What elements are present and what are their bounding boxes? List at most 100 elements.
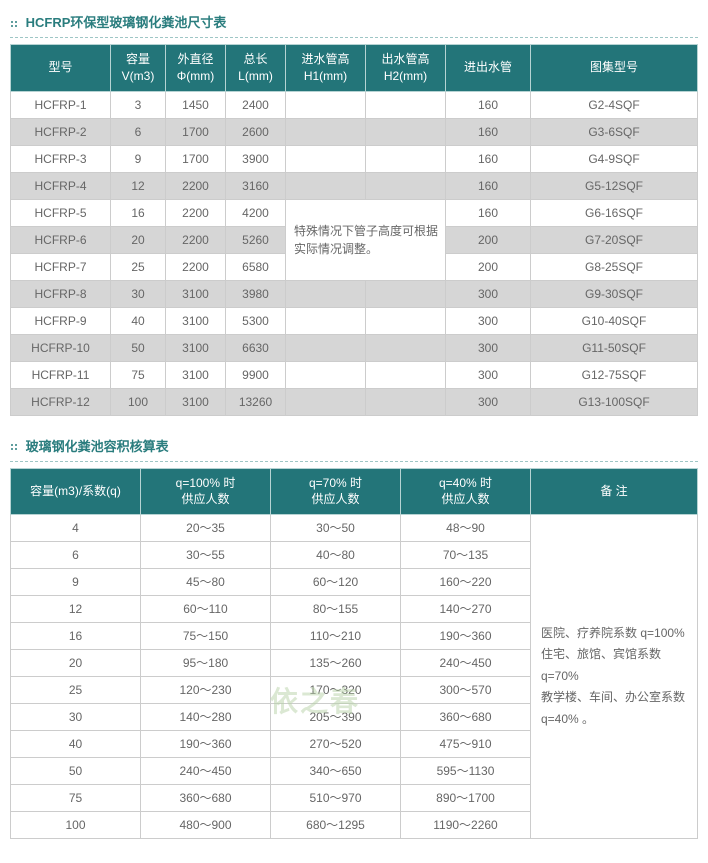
table-cell: 270～520 [271, 731, 401, 758]
table-cell: 100 [111, 388, 166, 415]
table-cell [286, 388, 366, 415]
table1-title-text: HCFRP环保型玻璃钢化粪池尺寸表 [26, 15, 227, 30]
table-cell: 20 [111, 226, 166, 253]
table-cell: 100 [11, 812, 141, 839]
table-row: HCFRP-94031005300300G10-40SQF [11, 307, 698, 334]
table-cell: G8-25SQF [531, 253, 698, 280]
table-cell: 12 [111, 172, 166, 199]
dot-icon [10, 443, 18, 451]
table-cell: G10-40SQF [531, 307, 698, 334]
table-cell: HCFRP-3 [11, 145, 111, 172]
table-cell: 5260 [226, 226, 286, 253]
table-cell [366, 172, 446, 199]
table-cell [286, 91, 366, 118]
table-cell: 40 [11, 731, 141, 758]
table-cell: 680～1295 [271, 812, 401, 839]
th-vol-coef: 容量(m3)/系数(q) [11, 468, 141, 515]
table-cell: 16 [11, 623, 141, 650]
table-cell: 9900 [226, 361, 286, 388]
table-cell [286, 334, 366, 361]
table-cell: 13260 [226, 388, 286, 415]
table-cell: 75～150 [141, 623, 271, 650]
table-cell: 4 [11, 515, 141, 542]
table-cell: 160 [446, 118, 531, 145]
table-cell: G2-4SQF [531, 91, 698, 118]
table-cell [286, 307, 366, 334]
table-cell: 3 [111, 91, 166, 118]
table-cell: 890～1700 [401, 785, 531, 812]
table-cell [286, 280, 366, 307]
table-cell: 75 [111, 361, 166, 388]
table-cell: G4-9SQF [531, 145, 698, 172]
table-cell: 25 [111, 253, 166, 280]
table-cell: 480～900 [141, 812, 271, 839]
table-cell: 70～135 [401, 542, 531, 569]
capacity-table: 容量(m3)/系数(q) q=100% 时供应人数 q=70% 时供应人数 q=… [10, 468, 698, 840]
table-cell [366, 280, 446, 307]
th-diameter: 外直径Φ(mm) [166, 45, 226, 92]
table-cell: 2200 [166, 199, 226, 226]
table-row: HCFRP-117531009900300G12-75SQF [11, 361, 698, 388]
table2-title-text: 玻璃钢化粪池容积核算表 [26, 439, 169, 454]
table-cell: 2200 [166, 172, 226, 199]
table-cell: HCFRP-12 [11, 388, 111, 415]
table-cell: HCFRP-10 [11, 334, 111, 361]
table-row: HCFRP-105031006630300G11-50SQF [11, 334, 698, 361]
table-cell: 45～80 [141, 569, 271, 596]
table-row: HCFRP-3917003900160G4-9SQF [11, 145, 698, 172]
table-cell: 6 [11, 542, 141, 569]
table-cell: 595～1130 [401, 758, 531, 785]
table-cell: 40～80 [271, 542, 401, 569]
table-cell: 240～450 [401, 650, 531, 677]
table-cell: 160～220 [401, 569, 531, 596]
table-cell: 205～390 [271, 704, 401, 731]
table-row: HCFRP-51622004200特殊情况下管子高度可根据实际情况调整。160G… [11, 199, 698, 226]
table-cell: 300 [446, 280, 531, 307]
table-cell: 240～450 [141, 758, 271, 785]
table1-header-row: 型号 容量V(m3) 外直径Φ(mm) 总长L(mm) 进水管高H1(mm) 出… [11, 45, 698, 92]
table-cell: G12-75SQF [531, 361, 698, 388]
dot-icon [10, 20, 18, 28]
table-cell: 1190～2260 [401, 812, 531, 839]
th-outlet-h: 出水管高H2(mm) [366, 45, 446, 92]
th-q70: q=70% 时供应人数 [271, 468, 401, 515]
note-cell: 医院、疗养院系数 q=100%住宅、旅馆、宾馆系数 q=70%教学楼、车间、办公… [531, 515, 698, 839]
table-cell: 50 [11, 758, 141, 785]
th-model: 型号 [11, 45, 111, 92]
table-cell [286, 145, 366, 172]
th-inlet-h: 进水管高H1(mm) [286, 45, 366, 92]
table-cell: 200 [446, 226, 531, 253]
table-cell: 95～180 [141, 650, 271, 677]
th-q40: q=40% 时供应人数 [401, 468, 531, 515]
table-cell: G3-6SQF [531, 118, 698, 145]
table-cell: HCFRP-11 [11, 361, 111, 388]
table-cell: 25 [11, 677, 141, 704]
table-cell: 300 [446, 334, 531, 361]
table-cell [366, 118, 446, 145]
table-cell: 3900 [226, 145, 286, 172]
table-cell: 300 [446, 307, 531, 334]
table-cell: 340～650 [271, 758, 401, 785]
table-cell [366, 91, 446, 118]
table-cell [366, 388, 446, 415]
table-cell: G9-30SQF [531, 280, 698, 307]
table-cell [366, 361, 446, 388]
table-cell: 190～360 [141, 731, 271, 758]
page-container: { "colors": { "header_bg": "#237579", "h… [10, 8, 698, 839]
table-cell: 300～570 [401, 677, 531, 704]
table-cell: 510～970 [271, 785, 401, 812]
table-cell: G5-12SQF [531, 172, 698, 199]
table-cell: 2200 [166, 253, 226, 280]
table-cell: 3160 [226, 172, 286, 199]
table-cell [286, 172, 366, 199]
table-cell: 5300 [226, 307, 286, 334]
table-cell: HCFRP-2 [11, 118, 111, 145]
th-volume: 容量V(m3) [111, 45, 166, 92]
table-cell: 170～320 [271, 677, 401, 704]
th-note: 备 注 [531, 468, 698, 515]
table-cell: 140～270 [401, 596, 531, 623]
th-pipe: 进出水管 [446, 45, 531, 92]
table-cell: 2400 [226, 91, 286, 118]
table-cell: 1450 [166, 91, 226, 118]
table-cell: HCFRP-5 [11, 199, 111, 226]
